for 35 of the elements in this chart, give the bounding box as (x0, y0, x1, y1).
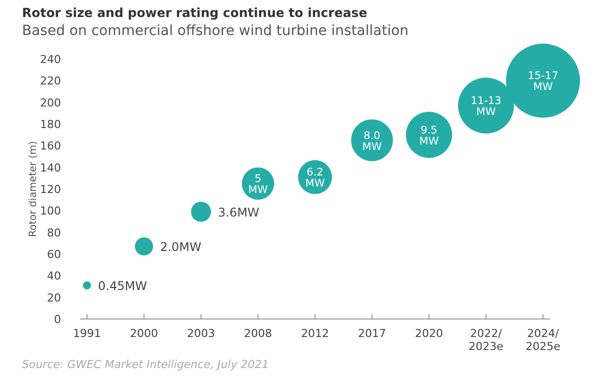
y-tick-label: 140 (40, 161, 61, 174)
x-tick-label: 2017 (358, 327, 386, 340)
x-tick-label: 2024/ 2025e (526, 327, 561, 353)
x-tick-label: 2012 (301, 327, 329, 340)
annotation: 6.2 MW (305, 166, 326, 190)
y-tick-label: 80 (47, 226, 61, 240)
annotation: 2.0MW (160, 240, 202, 254)
y-tick-label: 0 (54, 313, 61, 326)
x-tick-label: 1991 (73, 327, 101, 340)
chart-title: Rotor size and power rating continue to increase (22, 5, 368, 20)
annotation: 5 MW (248, 173, 268, 196)
y-tick-label: 20 (47, 291, 61, 304)
y-tick-label: 200 (40, 96, 61, 110)
annotation: 8.0 MW (362, 130, 382, 153)
y-axis-title: Rotor diameter (m) (28, 140, 39, 238)
annotation: 11-13 MW (470, 95, 502, 118)
annotation: 0.45MW (98, 278, 148, 293)
x-tick-label: 2003 (187, 327, 215, 340)
x-tick-label: 2008 (244, 327, 272, 340)
y-tick-label: 160 (40, 140, 61, 153)
y-tick-label: 60 (47, 248, 61, 261)
y-tick-label: 220 (40, 74, 61, 88)
y-tick-label: 100 (40, 204, 61, 218)
annotation: 15-17 MW (528, 70, 558, 94)
annotation: 9.5 MW (419, 124, 440, 148)
y-tick-label: 240 (40, 53, 61, 66)
y-tick-label: 120 (40, 183, 61, 196)
x-tick-label: 2000 (130, 327, 158, 340)
chart-subtitle: Based on commercial offshore wind turbine installation (22, 23, 409, 39)
y-tick-label: 40 (47, 270, 61, 283)
x-tick-label: 2022/ 2023e (468, 327, 504, 353)
y-tick-label: 180 (40, 118, 61, 131)
x-tick-label: 2020 (415, 327, 443, 340)
source-note: Source: GWEC Market Intelligence, July 2021 (22, 358, 269, 371)
annotation: 3.6MW (218, 205, 260, 220)
